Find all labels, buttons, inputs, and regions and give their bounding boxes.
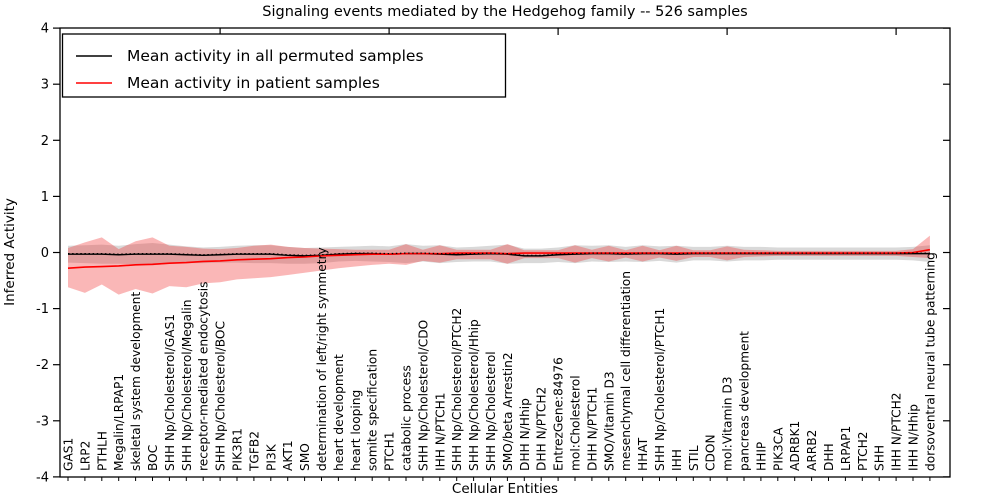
x-tick-label: SHH Np/Cholesterol (484, 351, 498, 471)
x-tick-label: SHH Np/Cholesterol/Hhip (467, 319, 481, 471)
x-tick-label: PIK3CA (771, 427, 785, 471)
x-tick-label: DHH N/PTCH1 (585, 387, 599, 471)
x-tick-label: catabolic process (400, 365, 414, 471)
x-tick-label: SHH Np/Cholesterol/GAS1 (163, 314, 177, 471)
x-tick-label: pancreas development (738, 331, 752, 471)
x-tick-label: SMO/Vitamin D3 (602, 371, 616, 471)
legend-box (61, 33, 507, 98)
x-tick-label: IHH (670, 449, 684, 471)
x-tick-label: EntrezGene:84976 (552, 357, 566, 471)
x-tick-label: receptor-mediated endocytosis (197, 281, 211, 471)
x-tick-label: LRP2 (78, 441, 92, 471)
x-tick-label: SHH Np/Cholesterol/Megalin (180, 299, 194, 471)
y-tick-label: -1 (36, 302, 49, 317)
x-tick-label: IHH N/Hhip (907, 404, 921, 471)
x-tick-label: HHIP (754, 442, 768, 471)
x-tick-label: dorsoventral neural tube patterning (923, 252, 937, 471)
legend-label-permuted: Mean activity in all permuted samples (127, 47, 424, 65)
y-tick-label: -2 (36, 358, 49, 373)
x-tick-label: SMO (298, 443, 312, 471)
x-tick-label: PI3K (264, 443, 278, 471)
y-tick-label: 3 (41, 78, 49, 93)
x-tick-label: SHH Np/Cholesterol/BOC (214, 321, 228, 471)
patient-band (68, 235, 930, 295)
x-tick-label: PTCH1 (383, 431, 397, 471)
y-tick-label: 2 (41, 134, 49, 149)
x-tick-label: BOC (146, 445, 160, 471)
x-tick-label: PTCH2 (856, 431, 870, 471)
x-tick-label: DHH N/PTCH2 (535, 387, 549, 471)
x-tick-label: mol:Cholesterol (569, 375, 583, 471)
x-tick-label: ARRB2 (805, 430, 819, 471)
x-tick-label: DHH (822, 443, 836, 471)
legend: Mean activity in all permuted samples Me… (61, 33, 507, 98)
x-tick-label: SHH Np/Cholesterol/PTCH1 (653, 308, 667, 471)
y-tick-label: -4 (36, 470, 49, 485)
x-tick-label: heart looping (349, 390, 363, 471)
x-tick-label: TGFB2 (247, 431, 261, 472)
x-tick-label: heart development (332, 354, 346, 471)
x-tick-label: PIK3R1 (231, 428, 245, 471)
x-tick-label: Megalin/LRPAP1 (112, 374, 126, 471)
x-tick-label: IHH N/PTCH2 (890, 392, 904, 471)
x-tick-label: DHH N/Hhip (518, 398, 532, 471)
x-tick-label: SHH Np/Cholesterol/PTCH2 (450, 308, 464, 471)
x-tick-label: STIL (687, 445, 701, 471)
legend-label-patient: Mean activity in patient samples (127, 74, 380, 92)
lines-layer (67, 248, 931, 270)
x-tick-label: somite specification (366, 349, 380, 471)
x-tick-label: CDON (704, 434, 718, 471)
x-tick-label: SHH (873, 445, 887, 471)
x-tick-label: mesenchymal cell differentiation (619, 271, 633, 471)
y-axis-title: Inferred Activity (2, 198, 18, 306)
y-tick-label: 4 (41, 22, 49, 37)
x-tick-label: skeletal system development (129, 292, 143, 471)
permuted-dotted-line (68, 252, 930, 256)
chart-title: Signaling events mediated by the Hedgeho… (262, 4, 747, 20)
y-tick-label: 0 (41, 246, 49, 261)
x-tick-label: SMO/beta Arrestin2 (501, 352, 515, 471)
tick-labels-layer: -4 -3 -2 -1 0 1 2 3 4 GAS1 LRP2 PTHLH Megalin/LRPAP1… (36, 22, 937, 486)
x-tick-label: mol:Vitamin D3 (721, 376, 735, 471)
x-tick-label: LRPAP1 (839, 426, 853, 471)
x-tick-label: GAS1 (62, 438, 76, 471)
axes-frame-layer (53, 27, 951, 481)
x-tick-label: AKT1 (281, 440, 295, 471)
x-tick-label: ADRBK1 (788, 421, 802, 471)
y-tick-label: -3 (36, 414, 49, 429)
y-tick-label: 1 (41, 190, 49, 205)
x-tick-label: determination of left/right symmetry (315, 247, 329, 471)
x-axis-title: Cellular Entities (452, 481, 558, 497)
x-tick-label: SHH Np/Cholesterol/CDO (416, 320, 430, 471)
x-tick-label: HHAT (636, 437, 650, 471)
x-tick-label: PTHLH (95, 431, 109, 471)
x-tick-label: IHH N/PTCH1 (433, 392, 447, 471)
